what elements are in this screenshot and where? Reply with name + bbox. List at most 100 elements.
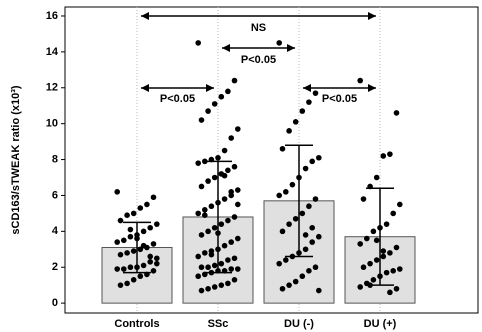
- data-point: [221, 172, 228, 179]
- data-point: [225, 217, 231, 224]
- data-point: [202, 212, 208, 218]
- data-point: [211, 101, 218, 107]
- annotation: P<0.05: [241, 54, 276, 66]
- data-point: [316, 287, 322, 294]
- data-point: [205, 108, 211, 114]
- data-point: [218, 260, 225, 267]
- data-point: [205, 264, 211, 271]
- data-point: [360, 196, 367, 202]
- data-point: [312, 196, 319, 202]
- data-point: [211, 174, 218, 181]
- data-point: [121, 237, 127, 244]
- data-point: [147, 253, 153, 260]
- data-point: [228, 189, 234, 195]
- y-tick-label: 14: [46, 46, 59, 58]
- data-point: [383, 221, 390, 227]
- y-axis-label: sCD163/sTWEAK ratio (x10³): [10, 85, 22, 234]
- data-point: [144, 201, 150, 208]
- data-point: [380, 153, 387, 159]
- data-point: [302, 232, 309, 238]
- data-point: [306, 203, 312, 210]
- data-point: [373, 257, 380, 263]
- data-point: [198, 183, 205, 190]
- data-point: [279, 285, 286, 292]
- data-point: [299, 210, 306, 217]
- annotation: P<0.05: [322, 93, 357, 105]
- data-point: [130, 248, 137, 254]
- data-point: [231, 214, 238, 220]
- data-point: [154, 221, 160, 227]
- data-point: [286, 128, 292, 134]
- data-point: [205, 285, 211, 292]
- data-point: [198, 264, 205, 271]
- data-point: [114, 239, 120, 245]
- data-point: [154, 260, 160, 267]
- data-point: [127, 233, 134, 240]
- arrow-head: [368, 12, 376, 20]
- data-point: [283, 189, 289, 195]
- data-point: [373, 237, 380, 244]
- data-point: [218, 221, 225, 227]
- data-point: [124, 280, 130, 287]
- data-point: [370, 276, 377, 283]
- data-point: [312, 90, 319, 96]
- data-point: [150, 241, 157, 247]
- data-point: [364, 235, 370, 242]
- data-point: [114, 266, 120, 272]
- data-point: [393, 110, 400, 116]
- data-point: [124, 212, 130, 218]
- data-point: [117, 217, 124, 224]
- x-tick-label: Controls: [114, 318, 159, 330]
- data-point: [380, 248, 387, 254]
- data-point: [279, 145, 286, 152]
- data-point: [360, 264, 367, 271]
- data-point: [309, 239, 316, 245]
- data-point: [211, 284, 218, 290]
- data-point: [198, 287, 205, 294]
- data-point: [292, 278, 299, 285]
- data-point: [202, 250, 208, 256]
- data-point: [218, 282, 225, 288]
- data-point: [154, 255, 160, 262]
- data-point: [127, 264, 134, 271]
- y-tick-label: 4: [52, 225, 59, 237]
- annotation: P<0.05: [160, 93, 195, 105]
- data-point: [279, 228, 286, 235]
- data-point: [393, 285, 400, 292]
- data-point: [235, 201, 241, 208]
- x-tick-label: DU (-): [284, 318, 314, 330]
- y-tick-label: 0: [52, 297, 58, 309]
- annotation: NS: [251, 22, 266, 34]
- data-point: [225, 280, 231, 287]
- data-point: [221, 147, 228, 154]
- data-point: [309, 224, 316, 231]
- data-point: [380, 253, 387, 260]
- data-point: [140, 262, 147, 269]
- data-point: [357, 241, 364, 247]
- data-point: [205, 228, 211, 235]
- x-tick-label: DU (+): [364, 318, 397, 330]
- data-point: [299, 273, 306, 280]
- data-point: [390, 210, 397, 217]
- data-point: [286, 221, 292, 227]
- data-point: [137, 246, 144, 253]
- data-point: [231, 163, 238, 170]
- data-point: [202, 207, 208, 213]
- data-point: [235, 126, 241, 132]
- data-point: [117, 282, 124, 288]
- y-tick-label: 6: [52, 189, 58, 201]
- data-point: [235, 235, 241, 242]
- data-point: [208, 251, 215, 258]
- y-tick-label: 10: [46, 118, 58, 130]
- data-point: [150, 268, 157, 274]
- data-point: [124, 250, 130, 256]
- data-point: [198, 232, 205, 238]
- data-point: [302, 246, 309, 253]
- data-point: [367, 260, 373, 267]
- data-point: [276, 192, 283, 199]
- data-point: [150, 194, 157, 201]
- data-point: [316, 154, 322, 161]
- data-point: [140, 228, 147, 235]
- data-point: [397, 266, 403, 272]
